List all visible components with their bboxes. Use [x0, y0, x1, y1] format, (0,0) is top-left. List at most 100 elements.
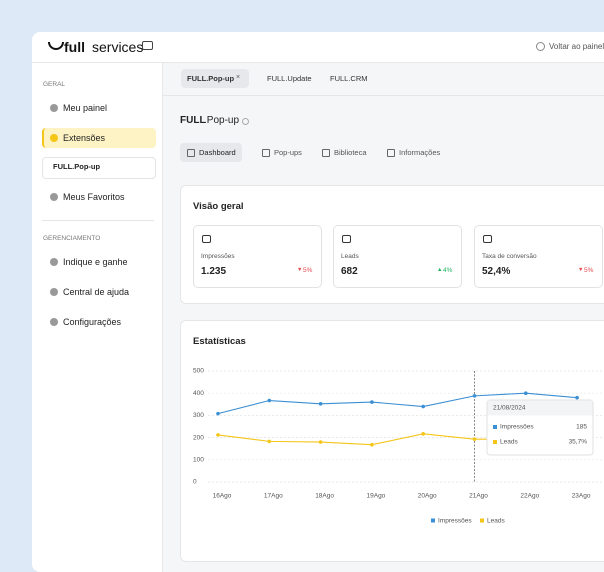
- kpi-change: 5%: [584, 267, 594, 274]
- tooltip-title: 21/08/2024: [493, 405, 526, 412]
- kpi-change: 4%: [443, 267, 453, 274]
- sidebar-item[interactable]: Central de ajuda: [63, 287, 130, 297]
- page: full services Voltar ao painel GERAL Meu pai…: [32, 32, 604, 572]
- sidebar-section: GERAL: [43, 81, 66, 88]
- kpi-arrow: ▼: [297, 267, 303, 273]
- subtab[interactable]: Pop-ups: [274, 148, 302, 157]
- tooltip-swatch: [493, 440, 497, 444]
- tab-close[interactable]: ×: [236, 74, 241, 81]
- display-icon: [142, 41, 153, 50]
- kpi-icon: [202, 235, 211, 243]
- y-tick-label: 500: [193, 368, 204, 375]
- y-tick-label: 200: [193, 434, 204, 441]
- kpi-icon: [483, 235, 492, 243]
- subtab-icon: [322, 149, 330, 157]
- tooltip-value: 35,7%: [569, 439, 588, 446]
- divider: [32, 62, 162, 63]
- section-title: Visão geral: [193, 201, 244, 212]
- series-line: [217, 392, 578, 415]
- subtab-active: [180, 143, 242, 162]
- point: [472, 437, 477, 441]
- x-tick-label: 17Ago: [264, 493, 283, 500]
- point: [575, 395, 579, 400]
- kpi-label: Taxa de conversão: [482, 253, 537, 260]
- point: [267, 439, 272, 444]
- subtab-icon: [262, 149, 270, 157]
- sidebar-item[interactable]: Indique e ganhe: [63, 257, 128, 267]
- x-tick-label: 23Ago: [572, 493, 591, 500]
- x-tick-label: 20Ago: [418, 493, 437, 500]
- legend-swatch: [431, 518, 435, 523]
- kpi-arrow: ▲: [437, 267, 443, 273]
- kpi-icon: [342, 235, 351, 243]
- point: [267, 398, 272, 403]
- chart-title: Estatísticas: [193, 336, 246, 347]
- page-title-bold: FULL: [180, 115, 206, 126]
- point: [524, 391, 528, 396]
- y-tick-label: 0: [193, 479, 197, 486]
- subtab[interactable]: Informações: [399, 148, 441, 157]
- x-tick-label: 21Ago: [469, 493, 488, 500]
- tab-bar: [163, 95, 604, 96]
- point: [421, 404, 426, 409]
- subtab-icon: [387, 149, 395, 157]
- back-icon: [536, 42, 545, 51]
- subtab-icon: [187, 149, 195, 157]
- y-tick-label: 100: [193, 457, 204, 464]
- info-icon: [242, 118, 249, 125]
- tooltip-header: [487, 400, 593, 416]
- tab[interactable]: FULL.Update: [267, 74, 312, 83]
- item-icon: [50, 258, 58, 266]
- point: [472, 394, 477, 398]
- sidebar-section: GERENCIAMENTO: [43, 235, 101, 242]
- x-tick-label: 22Ago: [520, 493, 539, 500]
- back-link[interactable]: Voltar ao painel: [549, 42, 604, 51]
- page-title: .Pop-up: [204, 115, 240, 126]
- point: [318, 440, 323, 444]
- point: [318, 402, 323, 406]
- chart: 0 100 200 300 400 500 16Ago 17Ago 18Ago 19Ago 20Ag…: [193, 368, 604, 525]
- item-icon: [50, 288, 58, 296]
- tab-active: [181, 69, 249, 88]
- sidebar-item[interactable]: Extensões: [63, 133, 106, 143]
- sidebar-item[interactable]: Meus Favoritos: [63, 192, 125, 202]
- tooltip-swatch: [493, 425, 497, 429]
- point: [370, 400, 374, 404]
- logo-text: services: [92, 39, 144, 55]
- tab[interactable]: FULL.CRM: [330, 74, 368, 83]
- x-tick-label: 16Ago: [213, 493, 232, 500]
- sidebar: [32, 62, 163, 572]
- kpi-value: 52,4%: [482, 266, 511, 277]
- subtab[interactable]: Biblioteca: [334, 148, 367, 157]
- sidebar-item[interactable]: FULL.Pop-up: [53, 162, 101, 171]
- sidebar-item[interactable]: Configurações: [63, 317, 122, 327]
- item-icon: [50, 193, 58, 201]
- item-icon: [50, 318, 58, 326]
- kpi-label: Leads: [341, 253, 359, 260]
- kpi-label: Impressões: [201, 253, 235, 260]
- point: [216, 433, 220, 437]
- y-tick-label: 300: [193, 412, 204, 419]
- overview-card: [180, 185, 604, 304]
- tooltip-name: Leads: [500, 439, 518, 446]
- kpi-value: 1.235: [201, 266, 227, 277]
- tab[interactable]: FULL.Pop-up: [187, 74, 235, 83]
- y-tick-label: 400: [193, 390, 204, 397]
- legend-label: Leads: [487, 518, 505, 525]
- kpi-change: 5%: [303, 267, 313, 274]
- kpi-value: 682: [341, 266, 358, 277]
- tooltip-name: Impressões: [500, 424, 534, 431]
- kpi-card: [333, 225, 462, 288]
- kpi-card: [474, 225, 603, 288]
- kpi-card: [193, 225, 322, 288]
- x-tick-label: 18Ago: [315, 493, 334, 500]
- logo-bold: full: [64, 39, 85, 55]
- legend-label: Impressões: [438, 518, 472, 525]
- item-icon: [50, 104, 58, 112]
- sub-item: [42, 157, 156, 179]
- sidebar-item[interactable]: Meu painel: [63, 103, 108, 113]
- point: [370, 442, 374, 447]
- x-tick-label: 19Ago: [367, 493, 386, 500]
- subtab[interactable]: Dashboard: [199, 148, 236, 157]
- item-icon: [50, 134, 58, 142]
